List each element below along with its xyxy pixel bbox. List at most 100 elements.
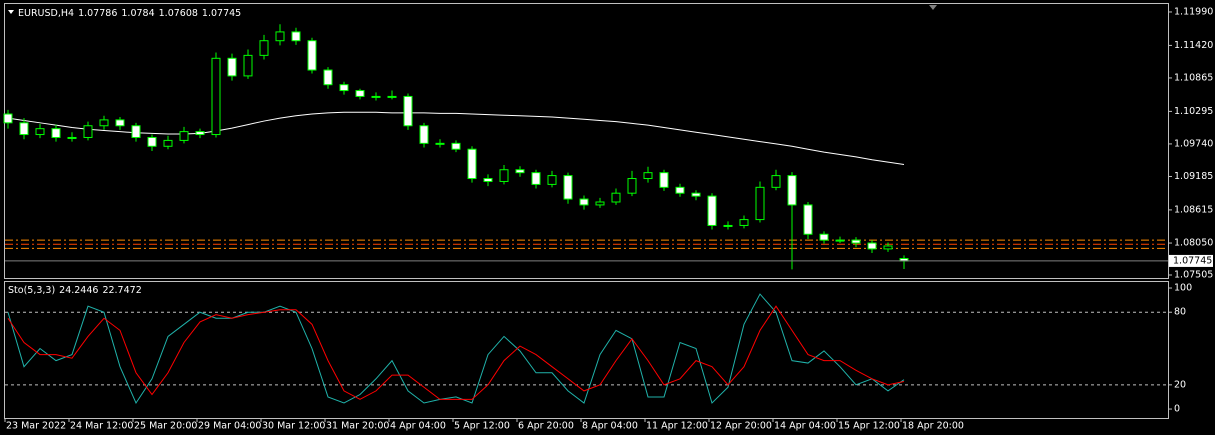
low-value: 1.07608 <box>159 8 198 19</box>
candle-body <box>515 169 525 174</box>
shift-marker <box>929 5 937 10</box>
candle-body <box>355 90 365 97</box>
candle-body <box>419 125 429 144</box>
x-tick-label: 25 Mar 20:00 <box>134 421 197 432</box>
y-tick-label: 0 <box>1174 404 1180 415</box>
candle-body <box>291 31 301 42</box>
y-tick-label: 1.08050 <box>1174 238 1213 249</box>
close-value: 1.07745 <box>202 8 241 19</box>
candle-body <box>611 192 621 203</box>
candle-body <box>451 142 461 150</box>
y-tick-label: 1.07505 <box>1174 270 1213 281</box>
candle-body <box>179 131 189 141</box>
menu-arrow <box>8 10 14 14</box>
candle-body <box>387 95 397 98</box>
candle-body <box>643 172 653 180</box>
candle-body <box>755 186 765 221</box>
x-tick-label: 11 Apr 12:00 <box>646 421 708 432</box>
x-tick-label: 23 Mar 2022 <box>6 421 66 432</box>
candle-body <box>739 219 749 226</box>
main-panel <box>4 3 1169 279</box>
candle-body <box>771 175 781 188</box>
candle-body <box>243 54 253 77</box>
x-tick-label: 6 Apr 20:00 <box>518 421 574 432</box>
candle-body <box>83 125 93 138</box>
candle-body <box>499 169 509 182</box>
x-tick-label: 12 Apr 20:00 <box>710 421 772 432</box>
candle-body <box>371 95 381 98</box>
candle-body <box>803 204 813 235</box>
candle-body <box>339 84 349 92</box>
x-tick-label: 24 Mar 12:00 <box>70 421 133 432</box>
stochastic-line <box>7 305 905 400</box>
y-tick-label: 1.11420 <box>1174 40 1213 51</box>
candle-body <box>595 201 605 206</box>
candle-body <box>275 31 285 42</box>
stochastic-line <box>7 293 905 405</box>
candle-body <box>659 172 669 188</box>
candle-body <box>547 175 557 185</box>
candle-body <box>403 95 413 127</box>
x-tick-label: 8 Apr 04:00 <box>582 421 638 432</box>
candle-body <box>851 239 861 244</box>
candle-body <box>115 119 125 127</box>
candle-body <box>163 139 173 147</box>
candle-body <box>675 186 685 194</box>
candle-body <box>227 57 237 77</box>
candle-body <box>467 148 477 180</box>
open-value: 1.07786 <box>78 8 117 19</box>
candle-body <box>867 242 877 250</box>
y-tick-label: 1.09185 <box>1174 171 1213 182</box>
candle-body <box>211 57 221 136</box>
candle-body <box>51 128 61 138</box>
candle-body <box>67 136 77 139</box>
candle-body <box>835 239 845 242</box>
y-tick-label: 1.11990 <box>1174 6 1213 17</box>
candle-body <box>691 192 701 197</box>
candle-body <box>307 40 317 71</box>
candle-body <box>579 198 589 206</box>
indicator-title: Sto(5,3,3) <box>8 285 55 296</box>
x-tick-label: 29 Mar 04:00 <box>198 421 261 432</box>
x-tick-label: 15 Apr 12:00 <box>838 421 900 432</box>
candle-body <box>883 245 893 250</box>
moving-average <box>7 111 905 165</box>
y-tick-label: 100 <box>1174 283 1192 294</box>
high-value: 1.0784 <box>121 8 154 19</box>
price-tag <box>1169 254 1213 267</box>
candle-body <box>819 233 829 241</box>
candle-body <box>131 125 141 138</box>
signal-value: 22.7472 <box>102 285 141 296</box>
y-tick-label: 1.10865 <box>1174 72 1213 83</box>
candle-body <box>787 175 797 206</box>
y-tick-label: 1.10295 <box>1174 106 1213 117</box>
candle-body <box>147 136 157 147</box>
candle-body <box>19 122 29 136</box>
y-tick-label: 20 <box>1174 379 1186 390</box>
x-tick-label: 14 Apr 04:00 <box>774 421 836 432</box>
candle-body <box>531 172 541 185</box>
y-tick-label: 1.09740 <box>1174 138 1213 149</box>
candle-body <box>35 128 45 136</box>
candle-body <box>195 131 205 136</box>
chart-header: EURUSD,H4 1.07786 1.0784 1.07608 1.07745 <box>18 8 241 19</box>
indicator-panel <box>4 281 1169 419</box>
candle-body <box>323 69 333 86</box>
candle-body <box>3 113 13 124</box>
candle-body <box>483 178 493 182</box>
x-tick-label: 4 Apr 04:00 <box>390 421 446 432</box>
x-tick-label: 18 Apr 20:00 <box>902 421 964 432</box>
candle-body <box>99 119 109 127</box>
symbol: EURUSD,H4 <box>18 8 74 19</box>
x-tick-label: 30 Mar 12:00 <box>262 421 325 432</box>
y-tick-label: 80 <box>1174 307 1186 318</box>
candle-body <box>627 178 637 194</box>
x-tick-label: 31 Mar 20:00 <box>326 421 389 432</box>
indicator-header: Sto(5,3,3) 24.2446 22.7472 <box>8 285 142 296</box>
main-value: 24.2446 <box>59 285 98 296</box>
x-tick-label: 5 Apr 12:00 <box>454 421 510 432</box>
candle-body <box>563 175 573 200</box>
candle-body <box>435 142 445 145</box>
